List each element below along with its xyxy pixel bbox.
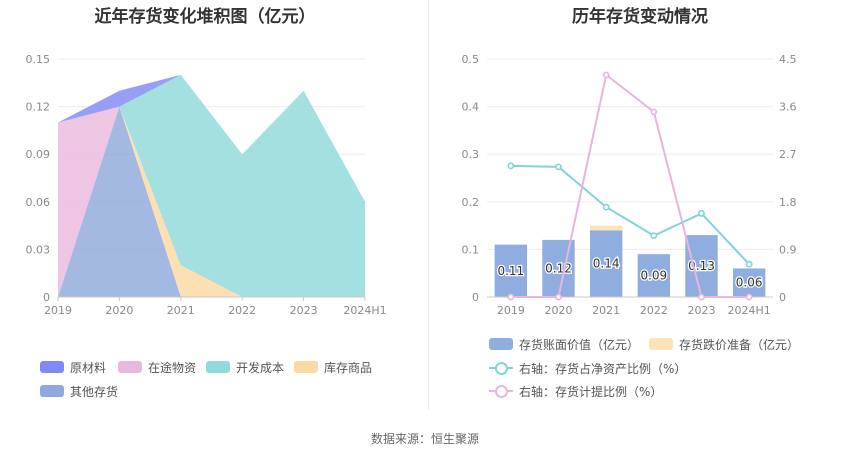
x-tick-label: 2022 [228,304,256,317]
legend-label: 其他存货 [70,384,119,399]
y2-tick-label: 2.7 [779,148,797,161]
x-tick-label: 2021 [167,304,195,317]
legend-label: 存货账面价值（亿元） [519,337,640,352]
line-point [698,293,705,301]
inventory-bar-line-chart: 00.10.20.30.40.500.91.82.73.64.50.11 0.12… [462,53,797,317]
x-tick-label: 2022 [640,304,668,317]
area-开发成本 [58,74,365,297]
legend-label: 右轴：存货占净资产比例（%） [519,361,687,376]
y2-tick-label: 0 [779,291,786,304]
x-tick-label: 2020 [105,304,133,317]
legend-item-net-asset-ratio[interactable]: 右轴：存货占净资产比例（%） [489,360,686,376]
legend-item-other-inventory[interactable]: 其他存货 [40,383,118,399]
bar-book-value [589,230,623,297]
legend-swatch [40,385,64,397]
bar-data-label: 0.14 [593,257,620,271]
y-tick-label: 0 [472,291,479,304]
y-tick-label: 0.1 [462,243,480,256]
line-point [555,293,562,301]
legend-swatch [489,384,513,398]
legend-swatch [118,361,142,373]
line-point [745,293,753,301]
line-point [745,260,753,268]
y-tick-label: 0.03 [26,243,51,256]
line-point [602,203,610,211]
x-tick-label: 2021 [592,304,620,317]
legend-swatch [206,361,230,373]
bar-data-label: 0.06 [736,276,763,290]
line-point [507,293,515,301]
y-tick-label: 0.5 [462,53,480,66]
bar-impairment [589,225,623,231]
legend-swatch [489,338,513,350]
bar-book-value [685,235,718,297]
legend-label: 原材料 [70,360,107,375]
y-tick-label: 0 [43,291,50,304]
x-tick-label: 2024H1 [343,304,386,317]
line-point [650,108,658,116]
line-net-asset-ratio [510,164,750,265]
area-库存商品 [58,106,365,297]
x-tick-label: 2024H1 [728,304,771,317]
right-legend: 存货账面价值（亿元） 存货跌价准备（亿元） 右轴：存货占净资产比例（%） 右轴：… [489,336,799,399]
x-tick-label: 2023 [688,304,716,317]
legend-label: 存货跌价准备（亿元） [679,337,800,352]
y-tick-label: 0.09 [26,148,51,161]
line-point [698,210,705,217]
line-point [507,162,515,170]
left-chart-title: 近年存货变化堆积图（亿元） [94,7,316,27]
legend-item-book-value[interactable]: 存货账面价值（亿元） [489,336,639,352]
line-provision-ratio [510,73,750,298]
legend-item-impairment[interactable]: 存货跌价准备（亿元） [649,336,799,352]
y-tick-label: 0.06 [26,196,51,209]
legend-swatch [489,361,513,375]
legend-item-development-cost[interactable]: 开发成本 [206,359,284,375]
y-tick-label: 0.3 [462,148,480,161]
stacked-area-chart: 0 0.03 0.06 0.09 0.12 0.15 2019 2020 2021 2022 202… [26,53,387,317]
legend-swatch [294,361,318,373]
x-tick-label: 2019 [44,304,72,317]
data-source: 数据来源：恒生聚源 [370,432,479,446]
y-tick-label: 0.12 [26,101,51,114]
y2-tick-label: 1.8 [779,196,797,209]
legend-item-finished-goods[interactable]: 库存商品 [294,359,372,375]
x-tick-label: 2019 [497,304,525,317]
y2-tick-label: 4.5 [779,53,797,66]
panel-divider [428,0,429,410]
legend-item-raw-materials[interactable]: 原材料 [40,359,106,375]
line-point [555,163,562,171]
legend-swatch [649,338,673,350]
y2-tick-label: 3.6 [779,101,797,114]
legend-swatch [40,361,64,373]
legend-item-goods-in-transit[interactable]: 在途物资 [118,359,196,375]
x-tick-label: 2023 [290,304,318,317]
line-point [602,71,610,79]
left-legend: 原材料 在途物资 开发成本 库存商品 其他存货 [0,0,420,420]
y-tick-label: 0.2 [462,196,480,209]
legend-label: 库存商品 [324,360,373,375]
legend-label: 开发成本 [236,360,285,375]
bar-book-value [732,268,766,297]
legend-item-provision-ratio[interactable]: 右轴：存货计提比例（%） [489,383,662,399]
bar-book-value [637,254,671,297]
y2-tick-label: 0.9 [779,243,797,256]
x-tick-label: 2020 [545,304,573,317]
right-chart-title: 历年存货变动情况 [572,7,708,27]
line-point [650,232,658,240]
legend-label: 右轴：存货计提比例（%） [519,384,663,399]
bar-book-value [494,244,528,297]
y-tick-label: 0.4 [462,101,480,114]
bar-data-label: 0.09 [640,269,667,283]
y-tick-label: 0.15 [26,53,51,66]
legend-label: 在途物资 [148,360,197,375]
bar-data-label: 0.11 [497,264,524,278]
